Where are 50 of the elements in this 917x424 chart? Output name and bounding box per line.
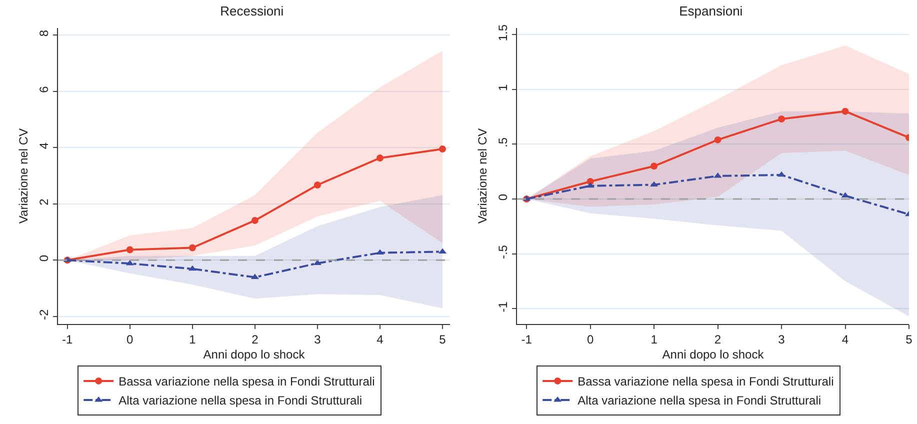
y-tick-label: 2 — [37, 198, 52, 206]
x-tick-label: -1 — [62, 332, 74, 346]
x-tick-label: 1 — [189, 332, 196, 346]
y-tick-label: 0 — [496, 194, 510, 201]
x-tick-label: 4 — [376, 332, 384, 346]
y-tick-label: 8 — [37, 30, 52, 37]
point — [251, 216, 258, 224]
point — [842, 108, 849, 115]
x-tick-label: 3 — [778, 332, 786, 346]
point — [250, 274, 259, 280]
x-axis-title: Anni dopo lo shock — [662, 347, 765, 362]
y-tick-label: 1.5 — [496, 24, 510, 42]
point — [126, 246, 134, 254]
y-axis-title: Variazione nel CV — [476, 128, 490, 224]
point — [439, 145, 446, 152]
x-tick-label: 3 — [314, 332, 322, 346]
y-tick-label: -1 — [496, 301, 510, 312]
y-tick-label: 1 — [496, 84, 510, 91]
y-tick-label: -2 — [37, 308, 52, 320]
y-tick-label: .5 — [496, 137, 510, 148]
x-tick-label: 0 — [126, 332, 134, 346]
x-tick-label: -1 — [521, 332, 532, 346]
legend-label: Bassa variazione nella spesa in Fondi Strutturali — [118, 374, 375, 389]
x-tick-label: 2 — [252, 332, 259, 346]
y-tick-label: 4 — [37, 142, 52, 150]
chart-title: Recessioni — [220, 3, 284, 18]
point — [586, 182, 594, 188]
legend-label: Bassa variazione nella spesa in Fondi Strutturali — [578, 374, 834, 389]
chart-title: Espansioni — [679, 3, 743, 18]
legend-label: Alta variazione nella spesa in Fondi Strutturali — [578, 394, 822, 408]
x-tick-label: 5 — [439, 332, 446, 346]
x-tick-label: 1 — [650, 332, 658, 346]
point — [714, 136, 722, 144]
point — [188, 265, 196, 271]
point — [188, 244, 196, 252]
point — [650, 181, 658, 187]
y-tick-label: 6 — [37, 86, 52, 93]
x-tick-label: 4 — [842, 332, 849, 346]
x-axis-title: Anni dopo lo shock — [203, 347, 306, 362]
y-tick-label: -.5 — [496, 244, 510, 260]
y-tick-label: 0 — [37, 254, 52, 262]
y-axis-title: Variazione nel CV — [16, 128, 30, 224]
legend-label: Alta variazione nella spesa in Fondi Strutturali — [118, 394, 362, 408]
x-tick-label: 2 — [714, 332, 722, 346]
x-tick-label: 0 — [586, 332, 594, 346]
point — [314, 182, 321, 188]
x-tick-label: 5 — [906, 332, 913, 346]
point — [778, 115, 786, 122]
point — [376, 154, 384, 162]
point — [650, 162, 658, 170]
